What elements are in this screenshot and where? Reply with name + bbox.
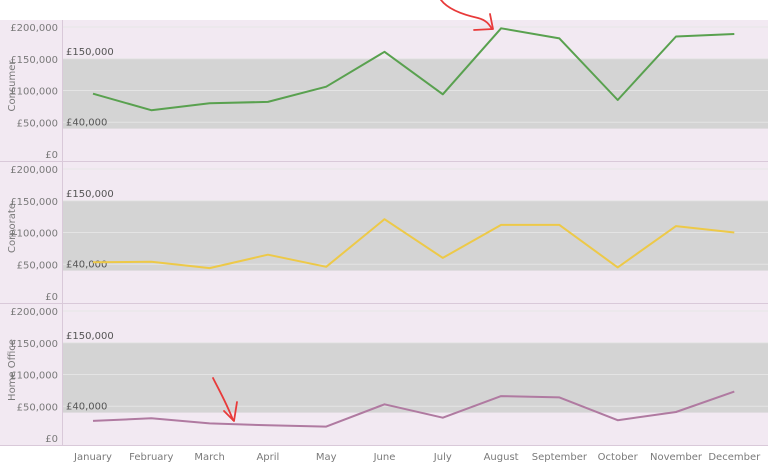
x-tick-label: January — [73, 452, 112, 463]
x-tick-label: July — [433, 452, 452, 463]
series-line — [92, 27, 735, 112]
y-tick-label: £50,000 — [17, 402, 58, 413]
reference-band — [63, 342, 768, 413]
y-tick-label: £100,000 — [10, 87, 58, 98]
x-tick-label: October — [598, 452, 639, 463]
y-tick-label: £150,000 — [10, 55, 58, 66]
y-tick-label: £200,000 — [10, 23, 58, 34]
y-tick-label: £150,000 — [10, 197, 58, 208]
panel-consumer: £0 £50,000 £100,000 £150,000 £200,000 £150,00… — [0, 20, 768, 162]
reference-label-high: £150,000 — [66, 47, 114, 58]
reference-label-low: £40,000 — [66, 260, 107, 271]
x-axis-area — [0, 446, 768, 470]
x-tick-label: April — [256, 452, 279, 463]
y-tick-label: £100,000 — [10, 371, 58, 382]
reference-label-low: £40,000 — [66, 118, 107, 129]
series-line — [92, 390, 735, 428]
y-tick-label: £50,000 — [17, 260, 58, 271]
annotations — [212, 0, 494, 422]
x-tick-label: December — [708, 452, 761, 463]
y-tick-label: £150,000 — [10, 339, 58, 350]
x-tick-label: November — [650, 452, 703, 463]
x-tick-label: September — [532, 452, 588, 463]
y-tick-label: £200,000 — [10, 307, 58, 318]
y-tick-label: £100,000 — [10, 229, 58, 240]
x-tick-label: February — [129, 452, 173, 463]
panel-home-office: £0 £50,000 £100,000 £150,000 £200,000 £150,00… — [0, 304, 768, 446]
reference-band — [63, 58, 768, 129]
y-tick-label: £0 — [45, 292, 58, 303]
x-tick-label: June — [373, 452, 396, 463]
annotation-arrow-head — [473, 13, 494, 31]
panel-label: Corporate — [7, 203, 18, 253]
y-tick-label: £0 — [45, 434, 58, 445]
reference-label-low: £40,000 — [66, 402, 107, 413]
x-tick-label: August — [484, 452, 519, 463]
reference-label-high: £150,000 — [66, 331, 114, 342]
series-line — [92, 218, 735, 270]
y-tick-label: £200,000 — [10, 165, 58, 176]
panel-label: Consumer — [7, 60, 18, 112]
x-tick-label: May — [316, 452, 337, 463]
y-tick-label: £0 — [45, 150, 58, 161]
annotation-arrow-shaft — [212, 377, 234, 421]
reference-band — [63, 200, 768, 271]
annotation-arrow-head — [223, 401, 238, 422]
panel-label: Home Office — [7, 339, 18, 401]
annotation-arrow-shaft — [440, 0, 493, 30]
y-tick-label: £50,000 — [17, 118, 58, 129]
reference-label-high: £150,000 — [66, 189, 114, 200]
panel-corporate: £0 £50,000 £100,000 £150,000 £200,000 £150,00… — [0, 162, 768, 304]
x-tick-label: March — [194, 452, 224, 463]
